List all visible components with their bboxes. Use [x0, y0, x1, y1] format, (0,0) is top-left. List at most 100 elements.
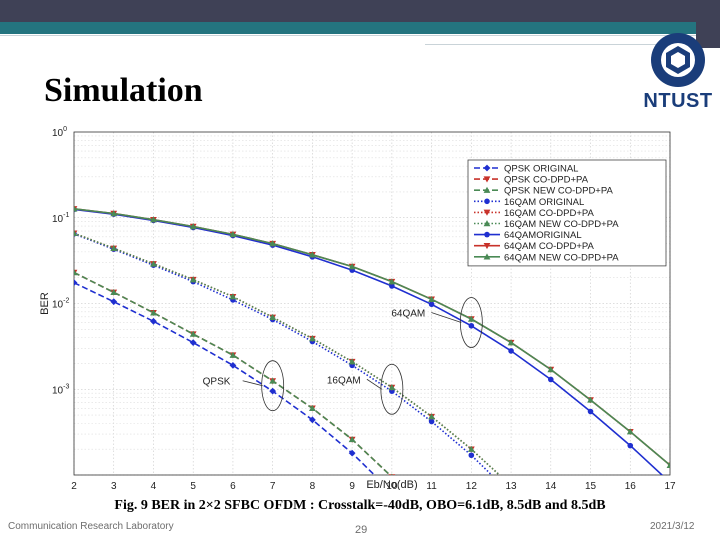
- data-point: [467, 315, 475, 322]
- x-tick-label: 14: [545, 481, 557, 490]
- x-tick-label: 8: [310, 481, 316, 490]
- series-line: [74, 281, 376, 475]
- legend-item: 64QAM CO-DPD+PA: [474, 241, 594, 252]
- legend-item: 16QAM CO-DPD+PA: [474, 208, 594, 219]
- legend-item: 64QAMORIGINAL: [474, 230, 582, 241]
- data-point: [484, 231, 490, 238]
- series-line: [74, 208, 664, 475]
- data-point: [507, 339, 515, 346]
- data-point: [150, 317, 157, 325]
- data-point: [309, 335, 316, 342]
- data-point: [348, 358, 356, 365]
- legend-label: QPSK NEW CO-DPD+PA: [504, 186, 613, 197]
- footer-page-number: 29: [355, 524, 368, 536]
- figure-caption: Fig. 9 BER in 2×2 SFBC OFDM : Crosstalk=…: [114, 498, 606, 513]
- logo-emblem-icon: [651, 33, 705, 87]
- data-point: [150, 216, 157, 223]
- data-point: [388, 384, 396, 391]
- ber-chart-svg: 2 3 4 5 6 7 8 9 10 11 12 13 14 15 16 1710010-110-210-3 …: [39, 126, 676, 492]
- annotation-label: QPSK: [203, 377, 231, 388]
- y-tick-label: 10-2: [52, 298, 69, 311]
- series-qpsk-new-co-dpd-pa: [74, 269, 393, 475]
- data-point: [483, 220, 491, 227]
- data-point: [229, 361, 237, 369]
- annotation-ellipse: [380, 363, 404, 415]
- legend-label: 16QAM ORIGINAL: [504, 197, 584, 208]
- chart-annotations: QPSK 16QAM 64QAM: [203, 297, 483, 415]
- plot-frame: [73, 131, 671, 476]
- annotation-16qam: 16QAM: [327, 363, 404, 415]
- data-point: [348, 449, 356, 457]
- data-point: [189, 339, 197, 346]
- data-point: [428, 301, 435, 308]
- data-point: [269, 240, 277, 247]
- footer-date: 2021/3/12: [650, 521, 695, 532]
- series-line: [74, 232, 501, 475]
- annotation-label: 16QAM: [327, 375, 361, 386]
- data-point: [666, 461, 670, 468]
- logo-text: NTUST: [643, 90, 713, 112]
- data-point: [348, 436, 356, 443]
- legend-label: QPSK CO-DPD+PA: [504, 175, 589, 186]
- legend-label: 16QAM NEW CO-DPD+PA: [504, 219, 619, 230]
- y-tick-label: 100: [52, 126, 67, 139]
- data-point: [110, 288, 118, 296]
- y-tick-label: 10-3: [52, 383, 69, 396]
- data-point: [150, 309, 157, 316]
- legend-label: 16QAM CO-DPD+PA: [504, 208, 594, 219]
- legend-item: QPSK CO-DPD+PA: [474, 175, 589, 186]
- ber-chart: 2 3 4 5 6 7 8 9 10 11 12 13 14 15 16 17 100 10-1 10-2 10-3 …: [36, 120, 696, 492]
- legend-item: 16QAM NEW CO-DPD+PA: [474, 219, 619, 230]
- x-tick-label: 4: [151, 481, 157, 490]
- legend-box: [467, 159, 667, 267]
- x-tick-label: 16: [625, 481, 637, 490]
- y-axis-label: BER: [39, 292, 51, 315]
- data-point: [468, 452, 475, 459]
- data-point: [428, 295, 435, 302]
- legend-item: 16QAM ORIGINAL: [474, 197, 584, 208]
- data-point: [483, 186, 491, 193]
- data-point: [189, 276, 197, 283]
- data-point: [548, 376, 554, 383]
- data-point: [587, 396, 594, 403]
- data-point: [309, 416, 316, 424]
- x-tick-label: 11: [426, 481, 437, 490]
- slide-title: Simulation: [44, 72, 203, 109]
- data-point: [483, 176, 491, 183]
- data-point: [626, 428, 634, 435]
- annotation-pointer: [366, 378, 383, 390]
- x-tick-label: 12: [466, 481, 478, 490]
- university-logo: NTUST: [640, 30, 716, 120]
- data-point: [74, 279, 78, 287]
- footer-lab-name: Communication Research Laboratory: [8, 521, 174, 532]
- legend-label: 64QAMORIGINAL: [504, 230, 582, 241]
- data-point: [483, 242, 491, 250]
- data-point: [391, 473, 393, 475]
- annotation-pointer: [242, 380, 263, 387]
- data-point: [483, 253, 491, 260]
- header-accent-bar: [0, 22, 696, 34]
- legend-label: QPSK ORIGINAL: [504, 164, 578, 175]
- x-tick-label: 5: [190, 481, 196, 490]
- data-point: [483, 164, 491, 172]
- data-point: [150, 260, 157, 267]
- data-point: [74, 269, 78, 276]
- data-point: [229, 351, 237, 358]
- header-divider-line: [0, 35, 696, 36]
- series-line: [74, 233, 493, 475]
- data-point: [508, 348, 514, 354]
- chart-ticks: 2 3 4 5 6 7 8 9 10 11 12 13 14 15 16 17 100 10-1 10-2 10-3: [52, 126, 676, 492]
- series-64qam-new-co-dpd-pa: [74, 205, 670, 468]
- data-point: [428, 418, 435, 425]
- legend-item: 64QAM NEW CO-DPD+PA: [474, 252, 619, 263]
- legend-item: QPSK ORIGINAL: [474, 164, 578, 175]
- series-16qam-new-co-dpd-pa: [74, 229, 501, 475]
- data-point: [428, 413, 435, 420]
- x-tick-label: 6: [230, 481, 236, 490]
- data-point: [348, 263, 356, 270]
- data-point: [189, 330, 197, 337]
- data-point: [189, 223, 197, 230]
- annotation-label: 64QAM: [391, 309, 425, 320]
- x-axis-label: Eb/No(dB): [366, 479, 417, 490]
